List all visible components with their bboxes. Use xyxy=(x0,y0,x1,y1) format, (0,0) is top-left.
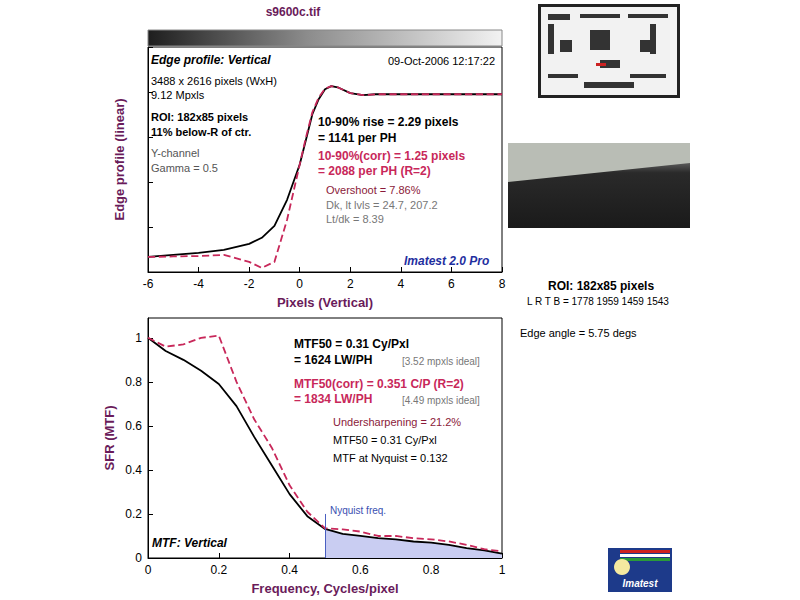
svg-text:10-90% rise = 2.29 pixels: 10-90% rise = 2.29 pixels xyxy=(318,115,459,129)
svg-text:0.8: 0.8 xyxy=(125,375,142,389)
svg-text:MTF at Nyquist = 0.132: MTF at Nyquist = 0.132 xyxy=(333,452,448,464)
svg-text:0: 0 xyxy=(296,277,303,291)
svg-text:2: 2 xyxy=(347,277,354,291)
svg-text:Pixels (Vertical): Pixels (Vertical) xyxy=(277,295,373,310)
svg-text:10-90%(corr) = 1.25 pixels: 10-90%(corr) = 1.25 pixels xyxy=(318,149,465,163)
svg-text:4: 4 xyxy=(398,277,405,291)
svg-text:[4.49 mpxls ideal]: [4.49 mpxls ideal] xyxy=(402,395,480,406)
svg-text:Edge angle = 5.75 degs: Edge angle = 5.75 degs xyxy=(520,327,637,339)
svg-text:MTF50 = 0.31 Cy/Pxl: MTF50 = 0.31 Cy/Pxl xyxy=(294,337,409,351)
svg-text:= 1141 per PH: = 1141 per PH xyxy=(318,131,396,145)
svg-text:ROI: 182x85 pixels: ROI: 182x85 pixels xyxy=(151,111,248,123)
svg-text:Gamma = 0.5: Gamma = 0.5 xyxy=(151,162,218,174)
svg-text:3488 x 2616 pixels (WxH): 3488 x 2616 pixels (WxH) xyxy=(151,75,277,87)
svg-text:0.2: 0.2 xyxy=(210,563,227,577)
svg-text:Frequency, Cycles/pixel: Frequency, Cycles/pixel xyxy=(251,581,398,596)
svg-text:09-Oct-2006 12:17:22: 09-Oct-2006 12:17:22 xyxy=(388,55,495,67)
svg-text:Overshoot = 7.86%: Overshoot = 7.86% xyxy=(326,184,421,196)
svg-text:Edge profile (linear): Edge profile (linear) xyxy=(112,98,127,220)
svg-text:Y-channel: Y-channel xyxy=(151,147,200,159)
svg-text:MTF50(corr) = 0.351 C/P (R=2): MTF50(corr) = 0.351 C/P (R=2) xyxy=(294,377,464,391)
svg-text:-6: -6 xyxy=(143,277,154,291)
svg-text:s9600c.tif: s9600c.tif xyxy=(266,5,322,19)
svg-text:Undersharpening = 21.2%: Undersharpening = 21.2% xyxy=(333,416,461,428)
svg-text:Nyquist freq.: Nyquist freq. xyxy=(330,505,386,516)
svg-text:Dk, lt lvls = 24.7, 207.2: Dk, lt lvls = 24.7, 207.2 xyxy=(326,199,438,211)
svg-text:MTF: Vertical: MTF: Vertical xyxy=(152,536,228,550)
svg-text:= 1834 LW/PH: = 1834 LW/PH xyxy=(294,392,372,406)
svg-text:= 2088 per PH (R=2): = 2088 per PH (R=2) xyxy=(318,164,431,178)
svg-text:ROI: 182x85 pixels: ROI: 182x85 pixels xyxy=(548,279,654,293)
svg-text:Edge profile: Vertical: Edge profile: Vertical xyxy=(151,53,271,67)
svg-text:0.8: 0.8 xyxy=(423,563,440,577)
svg-text:0: 0 xyxy=(135,551,142,565)
svg-text:SFR (MTF): SFR (MTF) xyxy=(102,406,117,471)
svg-text:0.4: 0.4 xyxy=(125,463,142,477)
svg-text:Imatest: Imatest xyxy=(622,578,658,589)
svg-text:-2: -2 xyxy=(244,277,255,291)
svg-text:0.6: 0.6 xyxy=(352,563,369,577)
svg-text:= 1624 LW/PH: = 1624 LW/PH xyxy=(294,353,372,367)
svg-text:0.2: 0.2 xyxy=(125,507,142,521)
svg-text:Imatest 2.0 Pro: Imatest 2.0 Pro xyxy=(404,254,489,268)
svg-text:-4: -4 xyxy=(193,277,204,291)
svg-text:0.6: 0.6 xyxy=(125,419,142,433)
svg-text:0.4: 0.4 xyxy=(281,563,298,577)
svg-text:6: 6 xyxy=(448,277,455,291)
svg-text:11% below-R of ctr.: 11% below-R of ctr. xyxy=(151,126,251,138)
svg-text:8: 8 xyxy=(499,277,506,291)
svg-text:1: 1 xyxy=(135,331,142,345)
svg-text:9.12 Mpxls: 9.12 Mpxls xyxy=(151,89,205,101)
svg-text:L R T B = 1778 1959 1459 1543: L R T B = 1778 1959 1459 1543 xyxy=(527,296,669,307)
svg-text:1: 1 xyxy=(499,563,506,577)
svg-text:[3.52 mpxls ideal]: [3.52 mpxls ideal] xyxy=(402,356,480,367)
svg-text:0: 0 xyxy=(145,563,152,577)
svg-text:Lt/dk = 8.39: Lt/dk = 8.39 xyxy=(326,213,384,225)
svg-text:MTF50 = 0.31 Cy/Pxl: MTF50 = 0.31 Cy/Pxl xyxy=(333,434,437,446)
